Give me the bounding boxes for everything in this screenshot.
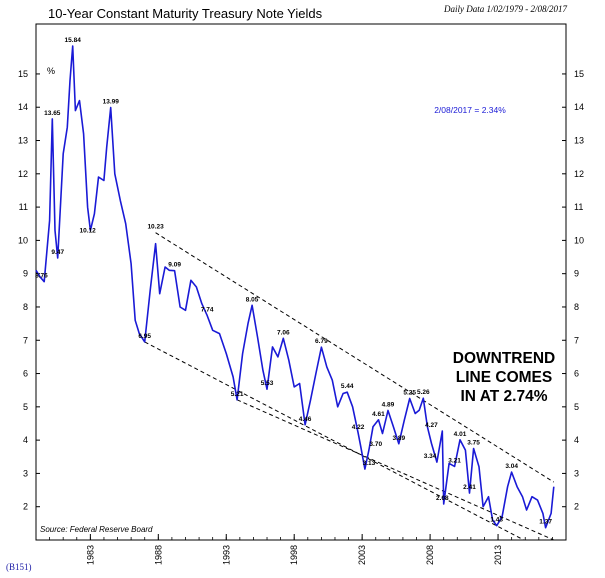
data-label: 5.21	[231, 391, 244, 398]
trend-line	[155, 232, 555, 483]
trend-line	[236, 399, 554, 541]
trend-line	[144, 341, 525, 541]
chart-title: 10-Year Constant Maturity Treasury Note …	[48, 6, 323, 21]
y-tick-label-right: 15	[574, 69, 584, 79]
data-label: 3.70	[369, 441, 382, 448]
y-axis-label: %	[47, 66, 55, 76]
data-label: 3.13	[363, 460, 376, 467]
y-tick-label-left: 12	[18, 169, 28, 179]
y-tick-label-right: 4	[574, 435, 579, 445]
data-label: 6.95	[138, 333, 151, 340]
y-tick-label-left: 9	[23, 269, 28, 279]
y-tick-label-right: 3	[574, 468, 579, 478]
y-tick-label-right: 13	[574, 136, 584, 146]
data-label: 4.01	[454, 431, 467, 438]
y-tick-label-left: 11	[19, 202, 28, 212]
data-label: 3.89	[393, 435, 406, 442]
data-label: 13.65	[44, 110, 61, 117]
data-label: 8.76	[35, 273, 48, 280]
data-label: 9.47	[51, 249, 64, 256]
y-tick-label-right: 8	[574, 302, 579, 312]
y-tick-label-right: 14	[574, 102, 584, 112]
data-label: 7.74	[201, 307, 214, 314]
data-label: 4.22	[352, 424, 365, 431]
y-tick-label-right: 11	[574, 202, 583, 212]
chart-code: (B151)	[6, 562, 32, 572]
data-label: 1.43	[490, 517, 503, 524]
x-tick-label: 2008	[425, 545, 435, 565]
data-label: 3.34	[424, 453, 437, 460]
data-label: 4.46	[299, 416, 312, 423]
y-tick-label-left: 4	[23, 435, 28, 445]
y-tick-label-right: 5	[574, 402, 579, 412]
data-label: 7.06	[277, 329, 290, 336]
data-label: 2.41	[463, 484, 476, 491]
y-tick-label-left: 6	[23, 369, 28, 379]
y-tick-label-right: 2	[574, 502, 579, 512]
x-tick-label: 2003	[357, 545, 367, 565]
data-label: 4.27	[425, 422, 438, 429]
data-label: 1.37	[539, 519, 552, 526]
data-label: 4.89	[382, 402, 395, 409]
date-range: Daily Data 1/02/1979 - 2/08/2017	[444, 4, 567, 14]
data-label: 8.05	[246, 296, 259, 303]
x-tick-label: 1993	[221, 545, 231, 565]
callout-line: IN AT 2.74%	[461, 388, 548, 405]
callout-line: DOWNTREND	[453, 350, 555, 367]
x-tick-label: 2013	[493, 545, 503, 565]
source-note: Source: Federal Reserve Board	[40, 525, 153, 534]
callout-line: LINE COMES	[456, 369, 552, 386]
y-tick-label-left: 5	[23, 402, 28, 412]
y-tick-label-left: 15	[18, 69, 28, 79]
data-label: 13.99	[103, 99, 120, 106]
data-label: 15.84	[65, 37, 82, 44]
series-line	[35, 45, 555, 529]
data-label: 3.04	[505, 463, 518, 470]
plot-frame	[35, 23, 567, 541]
data-label: 4.61	[372, 411, 385, 418]
data-label: 3.21	[448, 457, 461, 464]
data-label: 5.44	[341, 383, 354, 390]
data-label: 5.26	[417, 389, 430, 396]
y-tick-label-right: 7	[574, 335, 579, 345]
y-tick-label-left: 10	[18, 235, 28, 245]
y-tick-label-left: 13	[18, 136, 28, 146]
data-label: 6.79	[315, 338, 328, 345]
data-label: 10.23	[147, 224, 164, 231]
y-tick-label-right: 10	[574, 235, 584, 245]
y-tick-label-right: 6	[574, 369, 579, 379]
data-label: 9.09	[168, 262, 181, 269]
y-tick-label-left: 8	[23, 302, 28, 312]
y-tick-label-left: 3	[23, 468, 28, 478]
y-tick-label-right: 9	[574, 269, 579, 279]
y-tick-label-left: 2	[23, 502, 28, 512]
x-tick-label: 1983	[85, 545, 95, 565]
value-note: 2/08/2017 = 2.34%	[434, 105, 506, 115]
data-label: 10.12	[80, 227, 97, 234]
data-label: 2.08	[436, 495, 449, 502]
data-label: 5.53	[261, 380, 274, 387]
y-tick-label-right: 12	[574, 169, 584, 179]
y-tick-label-left: 7	[23, 335, 28, 345]
x-tick-label: 1988	[153, 545, 163, 565]
data-label: 5.25	[403, 390, 416, 397]
data-label: 3.75	[467, 439, 480, 446]
y-tick-label-left: 14	[18, 102, 28, 112]
x-tick-label: 1998	[289, 545, 299, 565]
